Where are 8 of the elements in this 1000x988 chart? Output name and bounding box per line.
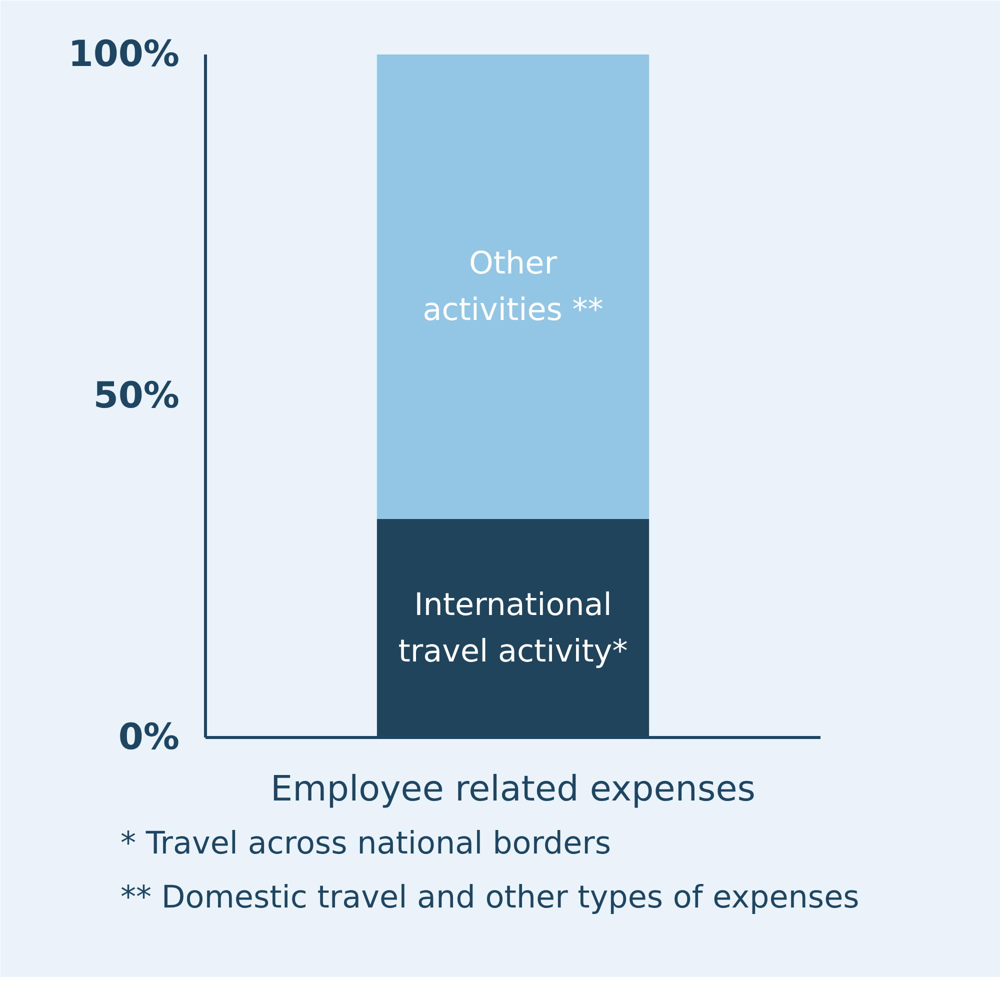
series-label: International travel activity* [398,586,628,670]
x-tick-label: Employee related expenses [270,770,756,810]
y-tick-label: 0% [118,717,180,758]
text: ** Domestic travel and other types of expenses [120,880,860,916]
series-label: Other activities ** [422,245,604,328]
text: * Travel across national borders [120,826,612,862]
y-tick-label: 50% [93,376,180,416]
y-tick-label: 100% [68,34,180,75]
